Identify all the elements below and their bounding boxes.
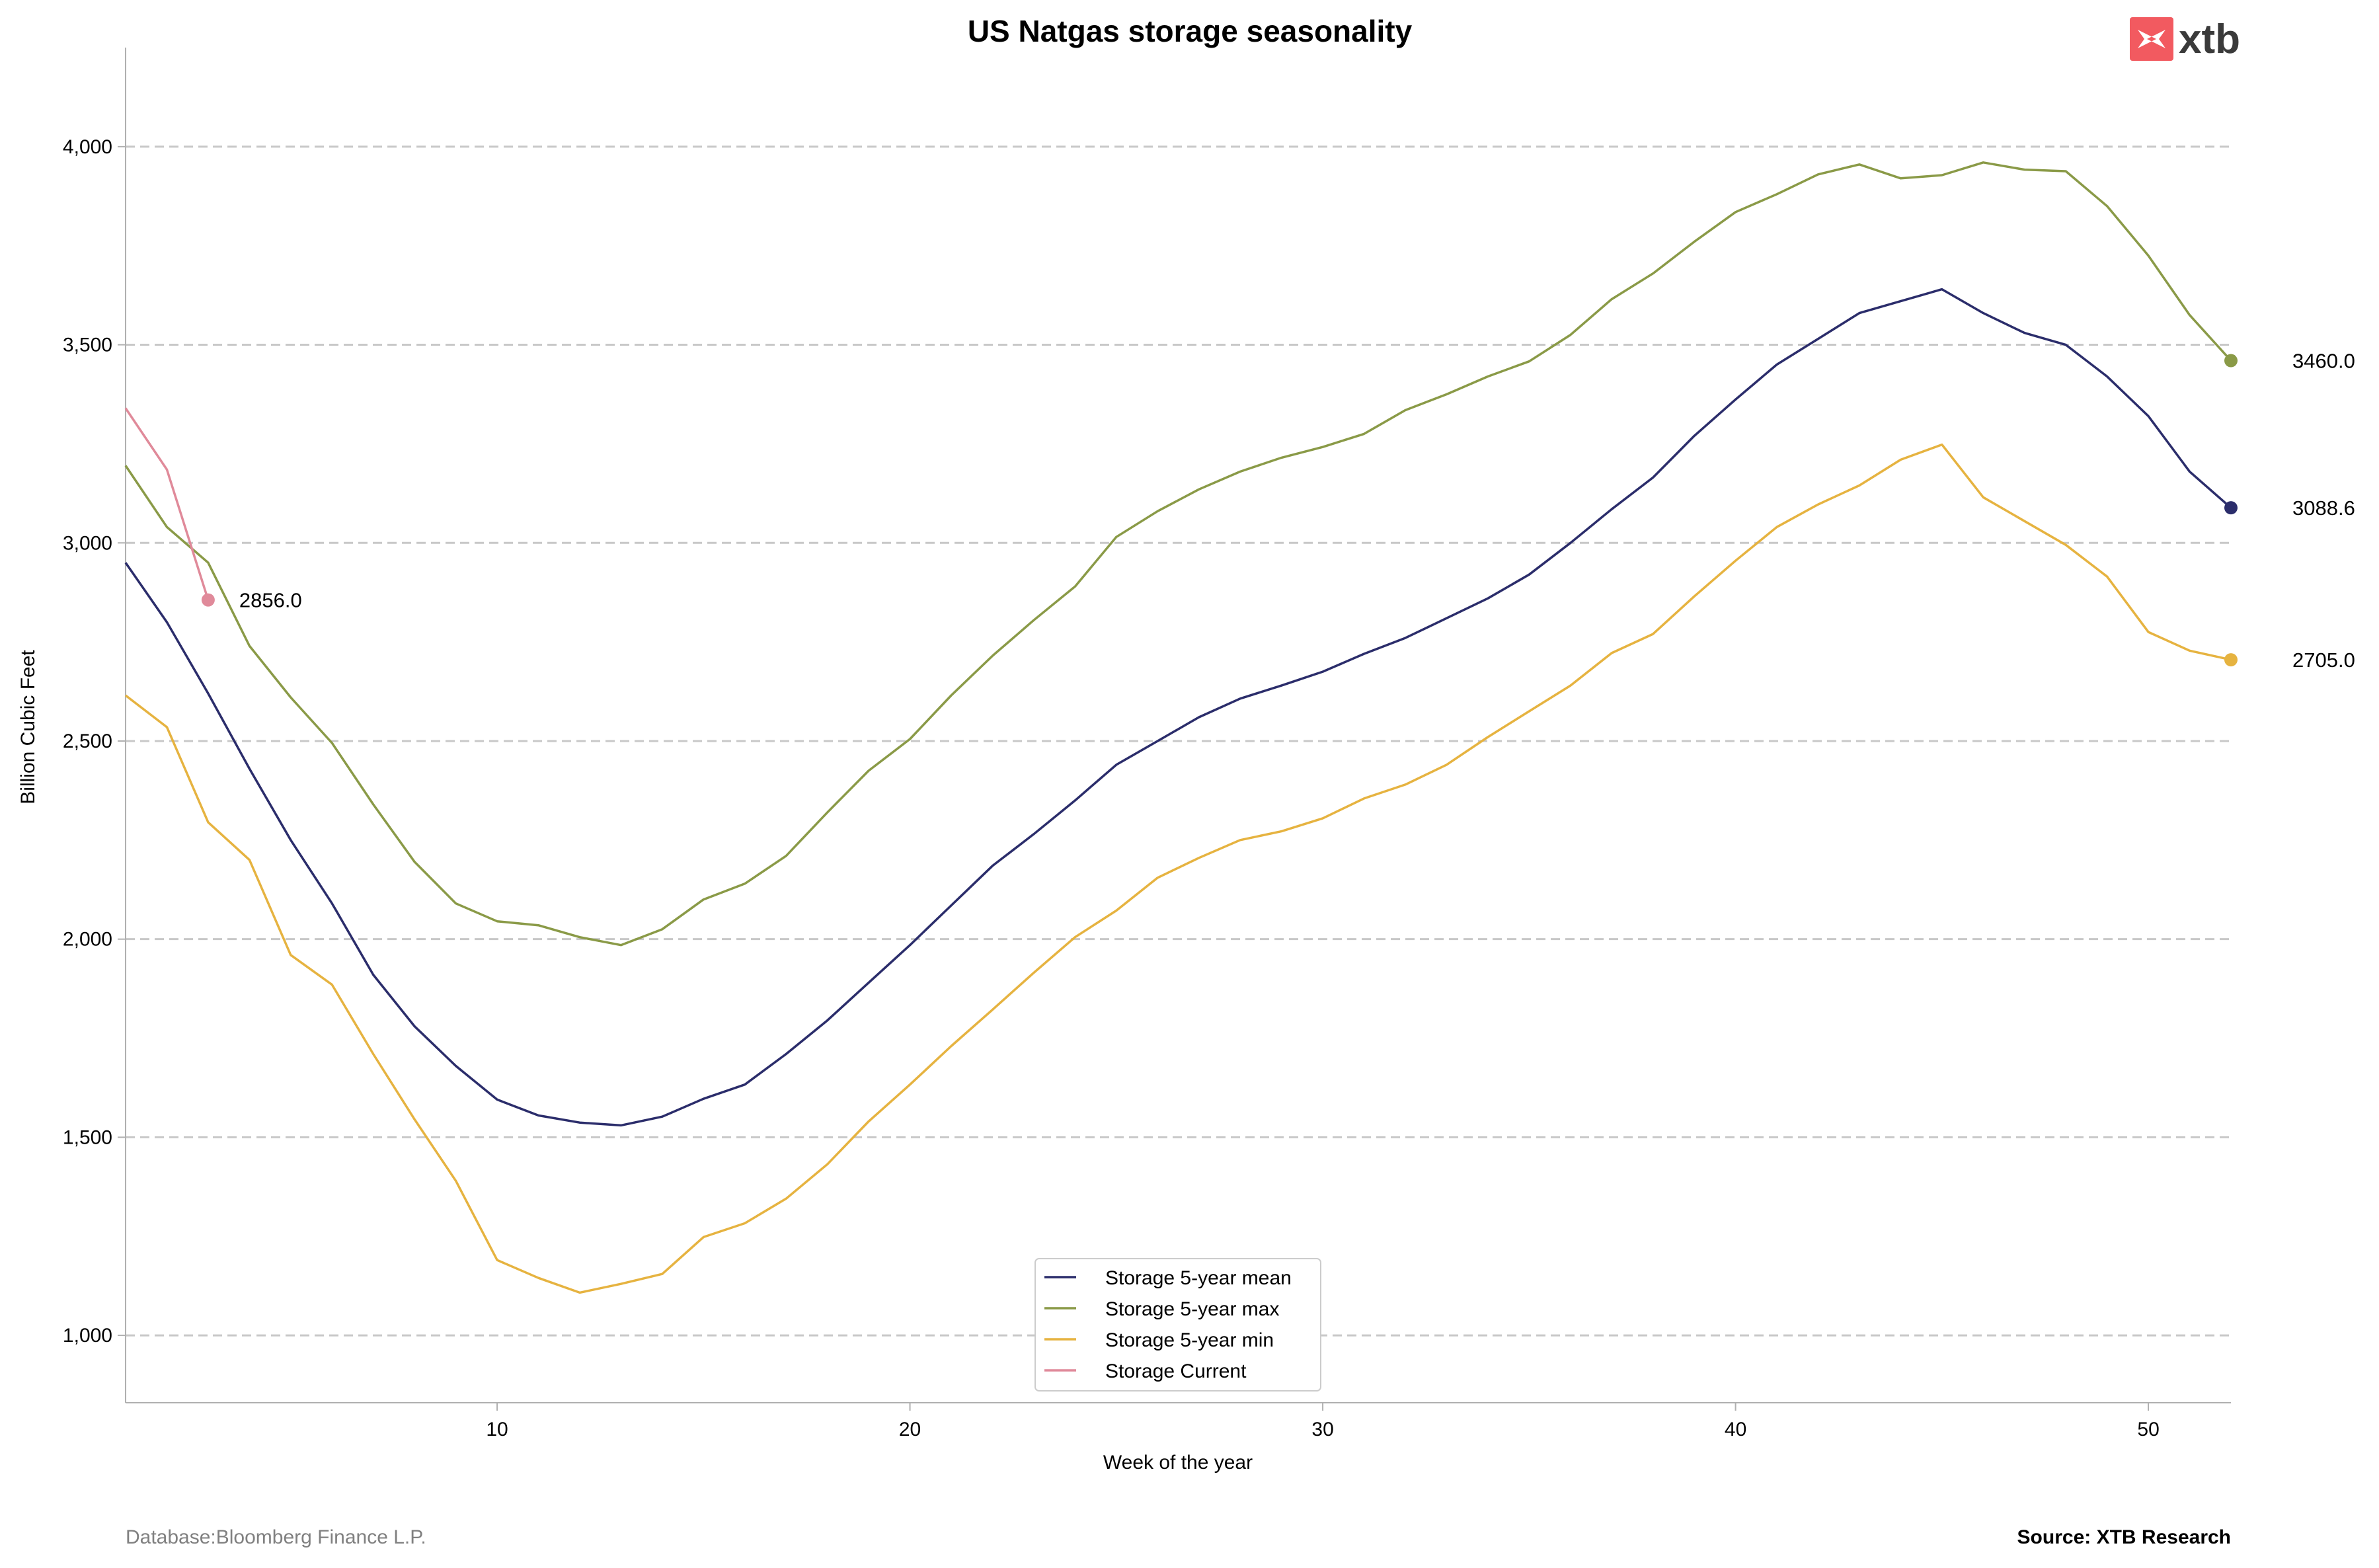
series-line-storage-5-year-max — [124, 161, 2232, 947]
chart-title: US Natgas storage seasonality — [968, 14, 1413, 48]
y-tick-label: 1,000 — [63, 1325, 112, 1347]
legend-entry-label: Storage 5-year max — [1105, 1298, 1279, 1320]
y-tick-label: 3,500 — [63, 334, 112, 356]
xtb-logo-text: xtb — [2179, 17, 2240, 62]
gridlines — [126, 145, 2231, 1337]
x-axis-label: Week of the year — [1103, 1452, 1253, 1473]
y-axis-label: Billion Cubic Feet — [17, 650, 39, 804]
series-line-storage-5-year-mean — [124, 288, 2232, 1127]
x-tick-label: 30 — [1311, 1419, 1333, 1440]
legend-entry-label: Storage 5-year min — [1105, 1329, 1274, 1351]
footer-database-source: Database:Bloomberg Finance L.P. — [126, 1526, 426, 1548]
legend-entry-label: Storage Current — [1105, 1360, 1247, 1382]
y-tick-label: 4,000 — [63, 136, 112, 158]
series-end-marker-storage-5-year-min — [2224, 653, 2238, 667]
series-lines: 3088.6 3460.0 2705.0 2856.0 — [124, 161, 2355, 1294]
x-tick-label: 40 — [1725, 1419, 1746, 1440]
series-end-marker-storage-current — [201, 593, 215, 607]
y-tick-label: 3,000 — [63, 532, 112, 554]
xtb-logo-cross-icon — [2138, 30, 2165, 48]
y-tick-label: 1,500 — [63, 1126, 112, 1148]
x-tick-label: 50 — [2137, 1419, 2159, 1440]
y-tick-label: 2,500 — [63, 730, 112, 752]
legend: Storage 5-year mean Storage 5-year max Sto… — [1034, 1258, 1321, 1392]
legend-entry-label: Storage 5-year mean — [1105, 1267, 1292, 1289]
xtb-logo-mark — [2130, 17, 2173, 61]
y-tick-label: 2,000 — [63, 929, 112, 951]
series-end-marker-storage-5-year-max — [2224, 354, 2238, 368]
series-line-storage-current — [124, 407, 210, 601]
legend-box — [1034, 1258, 1321, 1392]
series-end-marker-storage-5-year-mean — [2224, 501, 2238, 515]
x-axis-ticks: 10 20 30 40 50 — [486, 1403, 2160, 1440]
series-end-label-storage-5-year-min: 2705.0 — [2292, 648, 2355, 672]
xtb-logo: xtb — [2130, 17, 2240, 62]
footer-research-source: Source: XTB Research — [2017, 1526, 2231, 1548]
series-end-label-storage-5-year-max: 3460.0 — [2292, 350, 2355, 373]
series-line-storage-5-year-min — [124, 443, 2232, 1294]
x-tick-label: 20 — [899, 1419, 921, 1440]
series-end-label-storage-current: 2856.0 — [239, 589, 302, 612]
x-tick-label: 10 — [486, 1419, 508, 1440]
series-end-label-storage-5-year-mean: 3088.6 — [2292, 496, 2355, 520]
y-axis-ticks: 1,000 1,500 2,000 2,500 3,000 3,500 4,000 — [63, 136, 126, 1347]
